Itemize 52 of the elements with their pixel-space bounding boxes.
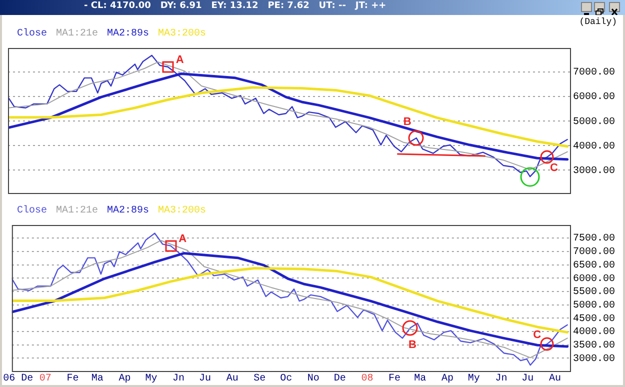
- y-tick-label: 5000.00: [573, 116, 616, 128]
- text: MA1:21e: [56, 206, 98, 217]
- x-tick-label: Fe: [388, 374, 401, 385]
- annotation: C: [550, 162, 558, 174]
- text: MA3:200s: [158, 206, 206, 217]
- x-tick-label: Fe: [66, 374, 79, 385]
- x-tick-label: Ap: [441, 374, 454, 385]
- x-tick-label: Ap: [118, 374, 131, 385]
- x-tick-label: Au: [226, 374, 238, 385]
- y-tick-label: 7500.00: [573, 234, 616, 245]
- x-tick-label: My: [468, 374, 480, 385]
- y-tick-label: 5000.00: [573, 300, 616, 312]
- x-tick-label: My: [145, 374, 158, 385]
- x-tick-label: Ma: [91, 374, 104, 385]
- text: (Daily): [579, 17, 617, 27]
- y-tick-label: 3000.00: [573, 166, 616, 177]
- y-tick-label: 3500.00: [573, 340, 616, 352]
- text: MA2:89s: [107, 206, 150, 217]
- y-tick-label: 5500.00: [573, 287, 616, 298]
- x-tick-label: No: [307, 374, 320, 385]
- annotation: C: [533, 329, 542, 342]
- y-tick-label: 7000.00: [573, 247, 616, 258]
- x-tick-label: 08: [361, 374, 374, 385]
- y-tick-label: 6000.00: [573, 274, 616, 285]
- text: MA3:200s: [158, 28, 206, 40]
- y-tick-label: 4500.00: [573, 314, 616, 325]
- text: Close: [17, 28, 48, 40]
- chart-title: - CL: 4170.00 DY: 6.91 EY: 13.12 PE: 7.62 UT: -- JT: ++: [84, 1, 386, 11]
- x-tick-label: Oc: [280, 374, 292, 385]
- annotation: B: [408, 338, 416, 351]
- annotation: A: [178, 232, 187, 245]
- y-tick-label: 4000.00: [573, 327, 616, 338]
- y-tick-label: 6000.00: [573, 92, 616, 104]
- text: MA2:89s: [107, 28, 150, 40]
- x-tick-label: Ju: [198, 374, 211, 385]
- x-tick-label: 07: [39, 374, 52, 385]
- x-tick-label: Ju: [522, 374, 534, 385]
- y-tick-label: 7000.00: [573, 68, 616, 79]
- x-tick-label: Ma: [414, 374, 426, 385]
- x-tick-label: De: [334, 374, 346, 385]
- text: MA1:21e: [56, 28, 98, 40]
- annotation: A: [176, 54, 184, 66]
- y-tick-label: 4000.00: [573, 141, 616, 152]
- x-tick-label: Au: [549, 374, 562, 385]
- text: Close: [17, 204, 48, 217]
- x-tick-label: Jn: [495, 374, 508, 385]
- annotation: B: [403, 116, 412, 128]
- x-tick-label: 06 De: [3, 374, 34, 385]
- y-tick-label: 6500.00: [573, 260, 616, 272]
- x-tick-label: Se: [254, 374, 266, 385]
- y-tick-label: 3000.00: [573, 354, 616, 365]
- x-tick-label: Jn: [172, 374, 185, 385]
